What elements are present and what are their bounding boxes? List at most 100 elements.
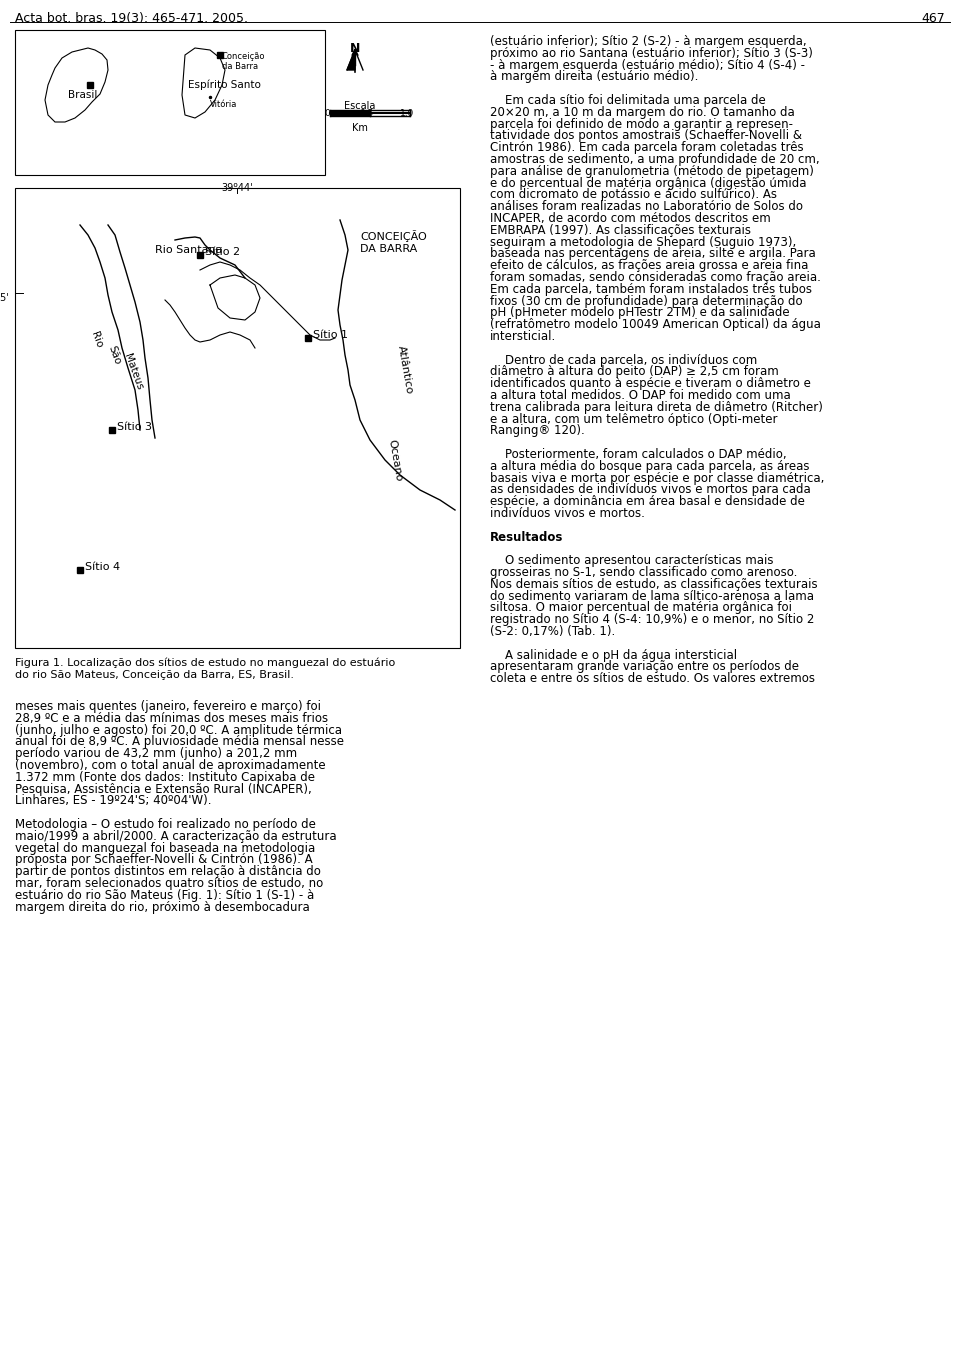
Text: Sítio 1: Sítio 1 [313,330,348,340]
Text: Linhares, ES - 19º24'S; 40º04'W).: Linhares, ES - 19º24'S; 40º04'W). [15,794,211,808]
Text: (estuário inferior); Sítio 2 (S-2) - à margem esquerda,: (estuário inferior); Sítio 2 (S-2) - à m… [490,35,806,48]
Text: - à margem esquerda (estuário médio); Sítio 4 (S-4) -: - à margem esquerda (estuário médio); Sí… [490,58,805,72]
Text: Cintrón 1986). Em cada parcela foram coletadas três: Cintrón 1986). Em cada parcela foram col… [490,141,804,154]
Text: Oceano: Oceano [386,438,403,481]
Text: Nos demais sítios de estudo, as classificações texturais: Nos demais sítios de estudo, as classifi… [490,578,818,590]
Text: parcela foi definido de modo a garantir a represen-: parcela foi definido de modo a garantir … [490,117,793,131]
Text: O sedimento apresentou características mais: O sedimento apresentou características m… [490,555,774,567]
Text: pH (pHmeter modelo pHTestr 2TM) e da salinidade: pH (pHmeter modelo pHTestr 2TM) e da sal… [490,306,790,320]
Text: meses mais quentes (janeiro, fevereiro e março) foi: meses mais quentes (janeiro, fevereiro e… [15,700,321,713]
Text: Espírito Santo: Espírito Santo [188,80,261,91]
Text: as densidades de indivíduos vivos e mortos para cada: as densidades de indivíduos vivos e mort… [490,483,811,496]
Text: (S-2: 0,17%) (Tab. 1).: (S-2: 0,17%) (Tab. 1). [490,626,615,638]
Text: intersticial.: intersticial. [490,330,556,343]
Text: siltosa. O maior percentual de matéria orgânica foi: siltosa. O maior percentual de matéria o… [490,601,792,615]
Text: estuário do rio São Mateus (Fig. 1): Sítio 1 (S-1) - à: estuário do rio São Mateus (Fig. 1): Sít… [15,889,314,902]
Text: a altura total medidos. O DAP foi medido com uma: a altura total medidos. O DAP foi medido… [490,389,791,403]
Text: (refratômetro modelo 10049 American Optical) da água: (refratômetro modelo 10049 American Opti… [490,318,821,332]
Text: A salinidade e o pH da água intersticial: A salinidade e o pH da água intersticial [490,649,737,661]
Text: amostras de sedimento, a uma profundidade de 20 cm,: amostras de sedimento, a uma profundidad… [490,154,820,166]
Text: Dentro de cada parcela, os indivíduos com: Dentro de cada parcela, os indivíduos co… [490,354,757,367]
Bar [15,30,325,175]
Text: período variou de 43,2 mm (junho) a 201,2 mm: período variou de 43,2 mm (junho) a 201,… [15,747,298,760]
Text: EMBRAPA (1997). As classificações texturais: EMBRAPA (1997). As classificações textur… [490,224,751,237]
Text: tatividade dos pontos amostrais (Schaeffer-Novelli &: tatividade dos pontos amostrais (Schaeff… [490,129,802,143]
Text: análises foram realizadas no Laboratório de Solos do: análises foram realizadas no Laboratório… [490,200,803,214]
Text: (novembro), com o total anual de aproximadamente: (novembro), com o total anual de aproxim… [15,759,325,772]
Text: Figura 1. Localização dos sítios de estudo no manguezal do estuário: Figura 1. Localização dos sítios de estu… [15,658,396,669]
Text: do sedimento variaram de lama síltico-arenosa a lama: do sedimento variaram de lama síltico-ar… [490,590,814,602]
Text: maio/1999 a abril/2000. A caracterização da estrutura: maio/1999 a abril/2000. A caracterização… [15,830,337,843]
Text: baseada nas percentagens de areia, silte e argila. Para: baseada nas percentagens de areia, silte… [490,248,816,260]
Text: Vitória: Vitória [210,101,237,109]
Text: 20×20 m, a 10 m da margem do rio. O tamanho da: 20×20 m, a 10 m da margem do rio. O tama… [490,106,795,118]
Text: apresentaram grande variação entre os períodos de: apresentaram grande variação entre os pe… [490,661,799,673]
Text: próximo ao rio Santana (estuário inferior); Sítio 3 (S-3): próximo ao rio Santana (estuário inferio… [490,46,813,60]
Text: Sítio 4: Sítio 4 [85,562,120,573]
Text: Em cada parcela, também foram instalados três tubos: Em cada parcela, também foram instalados… [490,283,812,296]
Text: coleta e entre os sítios de estudo. Os valores extremos: coleta e entre os sítios de estudo. Os v… [490,672,815,685]
Text: basais viva e morta por espécie e por classe diamétrica,: basais viva e morta por espécie e por cl… [490,472,825,484]
Text: (junho, julho e agosto) foi 20,0 ºC. A amplitude térmica: (junho, julho e agosto) foi 20,0 ºC. A a… [15,724,342,737]
Text: foram somadas, sendo consideradas como fração areia.: foram somadas, sendo consideradas como f… [490,271,821,284]
Text: Escala: Escala [345,101,375,112]
Text: CONCEIÇÃO
DA BARRA: CONCEIÇÃO DA BARRA [360,230,427,253]
Text: mar, foram selecionados quatro sítios de estudo, no: mar, foram selecionados quatro sítios de… [15,877,324,889]
Text: fixos (30 cm de profundidade) para determinação do: fixos (30 cm de profundidade) para deter… [490,295,803,307]
Text: Resultados: Resultados [490,530,564,544]
Text: Pesquisa, Assistência e Extensão Rural (INCAPER),: Pesquisa, Assistência e Extensão Rural (… [15,782,312,796]
Text: efeito de cálculos, as frações areia grossa e areia fina: efeito de cálculos, as frações areia gro… [490,260,808,272]
Text: Acta bot. bras. 19(3): 465-471. 2005.: Acta bot. bras. 19(3): 465-471. 2005. [15,12,248,24]
Bar [370,110,410,116]
Text: Posteriormente, foram calculados o DAP médio,: Posteriormente, foram calculados o DAP m… [490,447,786,461]
Text: INCAPER, de acordo com métodos descritos em: INCAPER, de acordo com métodos descritos… [490,212,771,224]
Polygon shape [45,48,108,122]
Text: Sítio 2: Sítio 2 [205,248,240,257]
Text: Conceição
da Barra: Conceição da Barra [222,52,266,72]
Text: 1.372 mm (Fonte dos dados: Instituto Capixaba de: 1.372 mm (Fonte dos dados: Instituto Cap… [15,771,315,783]
Text: Em cada sítio foi delimitada uma parcela de: Em cada sítio foi delimitada uma parcela… [490,94,766,107]
Bar [15,188,460,647]
Text: identificados quanto à espécie e tiveram o diâmetro e: identificados quanto à espécie e tiveram… [490,377,811,390]
Text: N: N [349,42,360,54]
Text: com dicromato de potássio e ácido sulfúrico). As: com dicromato de potássio e ácido sulfúr… [490,189,777,201]
Text: a altura média do bosque para cada parcela, as áreas: a altura média do bosque para cada parce… [490,460,809,473]
Text: Km: Km [352,122,368,133]
Text: Rio: Rio [89,330,105,350]
Text: 0: 0 [324,109,330,118]
Text: São: São [107,344,123,366]
Polygon shape [347,50,355,69]
Text: espécie, a dominância em área basal e densidade de: espécie, a dominância em área basal e de… [490,495,804,509]
Polygon shape [182,48,225,118]
Text: Atlântico: Atlântico [396,345,414,396]
Text: 467: 467 [922,12,945,24]
Text: 18º35': 18º35' [0,292,10,303]
Text: e a altura, com um telêmetro óptico (Opti-meter: e a altura, com um telêmetro óptico (Opt… [490,412,778,426]
Text: vegetal do manguezal foi baseada na metodologia: vegetal do manguezal foi baseada na meto… [15,842,315,854]
Text: do rio São Mateus, Conceição da Barra, ES, Brasil.: do rio São Mateus, Conceição da Barra, E… [15,670,294,680]
Text: grosseiras no S-1, sendo classificado como arenoso.: grosseiras no S-1, sendo classificado co… [490,566,798,579]
Text: 0,5: 0,5 [360,109,374,118]
Text: seguiram a metodologia de Shepard (Suguio 1973),: seguiram a metodologia de Shepard (Sugui… [490,235,796,249]
Text: Brasil: Brasil [68,90,97,101]
Text: 28,9 ºC e a média das mínimas dos meses mais frios: 28,9 ºC e a média das mínimas dos meses … [15,711,328,725]
Text: proposta por Schaeffer-Novelli & Cintrón (1986). A: proposta por Schaeffer-Novelli & Cintrón… [15,854,313,866]
Text: registrado no Sítio 4 (S-4: 10,9%) e o menor, no Sítio 2: registrado no Sítio 4 (S-4: 10,9%) e o m… [490,613,814,626]
Text: 39º44': 39º44' [221,184,252,193]
Text: 1,0: 1,0 [400,109,414,118]
Text: Mateus: Mateus [122,352,144,392]
Text: para análise de granulometria (método de pipetagem): para análise de granulometria (método de… [490,165,814,178]
Text: à margem direita (estuário médio).: à margem direita (estuário médio). [490,71,698,83]
Bar [330,110,370,116]
Text: anual foi de 8,9 ºC. A pluviosidade média mensal nesse: anual foi de 8,9 ºC. A pluviosidade médi… [15,736,344,748]
Text: Sítio 3: Sítio 3 [117,422,152,432]
Text: partir de pontos distintos em relação à distância do: partir de pontos distintos em relação à … [15,865,321,879]
Text: Rio Santana: Rio Santana [155,245,223,256]
Text: margem direita do rio, próximo à desembocadura: margem direita do rio, próximo à desembo… [15,900,310,914]
Text: diâmetro à altura do peito (DAP) ≥ 2,5 cm foram: diâmetro à altura do peito (DAP) ≥ 2,5 c… [490,366,779,378]
Text: Metodologia – O estudo foi realizado no período de: Metodologia – O estudo foi realizado no … [15,817,316,831]
Text: trena calibrada para leitura direta de diâmetro (Ritcher): trena calibrada para leitura direta de d… [490,401,823,413]
Text: Ranging® 120).: Ranging® 120). [490,424,585,438]
Text: indivíduos vivos e mortos.: indivíduos vivos e mortos. [490,507,645,520]
Text: e do percentual de matéria orgânica (digestão úmida: e do percentual de matéria orgânica (dig… [490,177,806,189]
